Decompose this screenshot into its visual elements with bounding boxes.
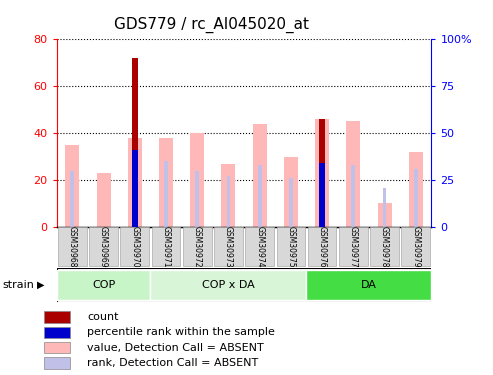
Text: GSM30979: GSM30979 bbox=[411, 226, 420, 267]
Bar bbox=[284, 157, 298, 227]
Text: count: count bbox=[87, 312, 119, 322]
Bar bbox=[414, 169, 418, 227]
Bar bbox=[70, 171, 74, 227]
Text: strain: strain bbox=[2, 280, 35, 290]
Text: GSM30970: GSM30970 bbox=[130, 226, 139, 267]
FancyBboxPatch shape bbox=[246, 227, 274, 266]
Text: GSM30976: GSM30976 bbox=[317, 226, 326, 267]
Text: COP x DA: COP x DA bbox=[202, 280, 255, 290]
Bar bbox=[409, 152, 423, 227]
Text: COP: COP bbox=[92, 280, 115, 290]
Text: GSM30971: GSM30971 bbox=[162, 226, 171, 267]
FancyBboxPatch shape bbox=[307, 270, 431, 300]
FancyBboxPatch shape bbox=[401, 227, 430, 266]
FancyBboxPatch shape bbox=[152, 227, 180, 266]
Text: GSM30968: GSM30968 bbox=[68, 226, 77, 267]
Bar bbox=[378, 203, 391, 227]
Bar bbox=[258, 165, 261, 227]
Text: percentile rank within the sample: percentile rank within the sample bbox=[87, 327, 275, 338]
Bar bbox=[383, 188, 387, 227]
Bar bbox=[315, 119, 329, 227]
Bar bbox=[289, 178, 293, 227]
Text: GSM30973: GSM30973 bbox=[224, 226, 233, 267]
Bar bbox=[65, 145, 79, 227]
Bar bbox=[97, 173, 110, 227]
Bar bbox=[164, 161, 168, 227]
FancyBboxPatch shape bbox=[120, 227, 149, 266]
Bar bbox=[319, 119, 325, 227]
Text: GSM30978: GSM30978 bbox=[380, 226, 389, 267]
Bar bbox=[190, 133, 204, 227]
Bar bbox=[227, 176, 230, 227]
Bar bbox=[319, 163, 325, 227]
FancyBboxPatch shape bbox=[58, 227, 87, 266]
FancyBboxPatch shape bbox=[183, 227, 211, 266]
FancyBboxPatch shape bbox=[150, 270, 307, 300]
Bar bbox=[195, 171, 199, 227]
FancyBboxPatch shape bbox=[308, 227, 336, 266]
Text: GSM30974: GSM30974 bbox=[255, 226, 264, 267]
Bar bbox=[44, 327, 70, 338]
Bar bbox=[221, 164, 236, 227]
FancyBboxPatch shape bbox=[214, 227, 243, 266]
Bar bbox=[44, 342, 70, 353]
Text: ▶: ▶ bbox=[37, 280, 44, 290]
Text: GSM30977: GSM30977 bbox=[349, 226, 358, 267]
FancyBboxPatch shape bbox=[57, 270, 150, 300]
Bar bbox=[132, 150, 138, 227]
Text: GDS779 / rc_AI045020_at: GDS779 / rc_AI045020_at bbox=[114, 17, 310, 33]
Bar bbox=[252, 124, 267, 227]
Text: GSM30975: GSM30975 bbox=[286, 226, 295, 267]
Text: DA: DA bbox=[361, 280, 377, 290]
Bar bbox=[44, 357, 70, 369]
Bar bbox=[128, 138, 142, 227]
Text: GSM30969: GSM30969 bbox=[99, 226, 108, 267]
Text: GSM30972: GSM30972 bbox=[193, 226, 202, 267]
Bar bbox=[352, 165, 355, 227]
FancyBboxPatch shape bbox=[277, 227, 305, 266]
Bar bbox=[132, 58, 138, 227]
Bar bbox=[44, 311, 70, 323]
FancyBboxPatch shape bbox=[370, 227, 399, 266]
Text: value, Detection Call = ABSENT: value, Detection Call = ABSENT bbox=[87, 343, 264, 352]
FancyBboxPatch shape bbox=[339, 227, 368, 266]
Bar bbox=[346, 122, 360, 227]
FancyBboxPatch shape bbox=[89, 227, 118, 266]
Bar bbox=[159, 138, 173, 227]
Text: rank, Detection Call = ABSENT: rank, Detection Call = ABSENT bbox=[87, 358, 258, 368]
